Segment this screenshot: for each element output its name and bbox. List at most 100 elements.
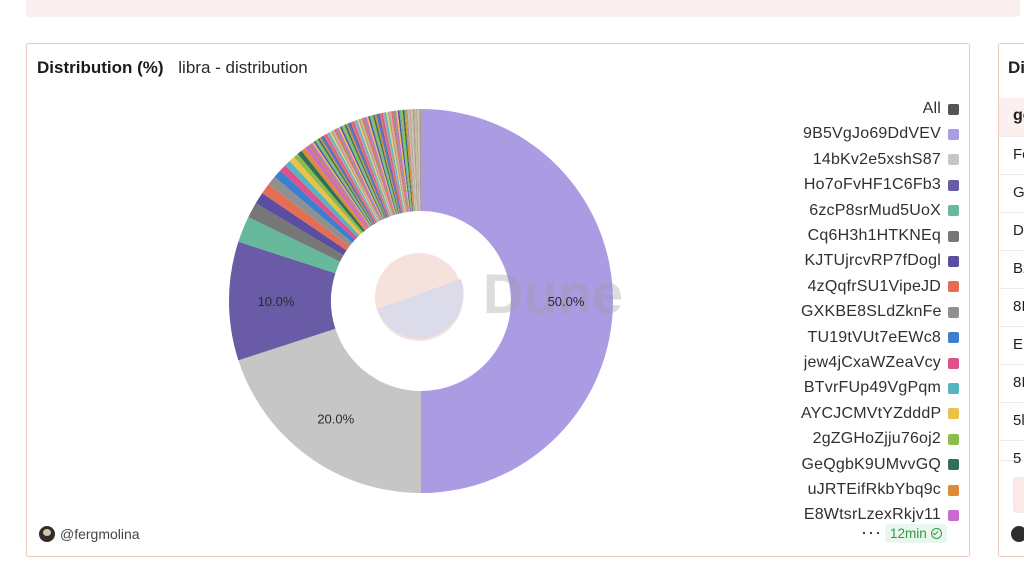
author-credit[interactable]: @fergmolina	[39, 526, 140, 542]
legend-item[interactable]: KJTUjrcvRP7fDogl	[727, 250, 959, 272]
side-table-row[interactable]: 5l	[999, 402, 1024, 441]
pie-slice-small[interactable]	[374, 114, 400, 214]
pie-slice-small[interactable]	[402, 109, 414, 212]
side-table-row[interactable]: Gj	[999, 174, 1024, 213]
side-table-header[interactable]: ge	[999, 98, 1024, 137]
pie-slice-6[interactable]	[255, 193, 347, 256]
legend-item[interactable]: 4zQqfrSU1VipeJD	[727, 276, 959, 298]
pie-slice-11[interactable]	[285, 161, 360, 238]
pie-slice-small[interactable]	[381, 112, 404, 213]
pie-slice-small[interactable]	[316, 139, 373, 226]
pie-slice-small[interactable]	[320, 136, 375, 225]
legend-item[interactable]: uJRTEifRkbYbq9c	[727, 479, 959, 501]
legend-item[interactable]: jew4jCxaWZeaVcy	[727, 352, 959, 374]
legend-item[interactable]: AYCJCMVtYZdddP	[727, 403, 959, 425]
pie-slice-small[interactable]	[349, 122, 389, 218]
pie-slice-small[interactable]	[313, 140, 372, 227]
pie-slice-5[interactable]	[248, 203, 344, 262]
pie-slice-small[interactable]	[371, 115, 399, 215]
pie-slice-small[interactable]	[308, 144, 369, 229]
legend-item[interactable]: GeQgbK9UMvvGQ	[727, 454, 959, 476]
pie-slice-small[interactable]	[350, 121, 389, 218]
side-table-row[interactable]: De	[999, 212, 1024, 251]
pie-slice-small[interactable]	[323, 134, 376, 224]
pie-slice-small[interactable]	[390, 111, 408, 213]
pie-slice-small[interactable]	[358, 118, 393, 216]
pie-slice-small[interactable]	[319, 137, 374, 225]
side-table-row[interactable]: 8I	[999, 364, 1024, 403]
side-table-row[interactable]: 8I	[999, 288, 1024, 327]
pie-slice-small[interactable]	[322, 135, 376, 224]
pie-slice-small[interactable]	[372, 114, 400, 214]
pie-slice-small[interactable]	[417, 109, 421, 212]
pie-slice-4[interactable]	[238, 217, 341, 274]
pie-slice-small[interactable]	[414, 109, 419, 212]
pie-slice-2[interactable]	[238, 328, 421, 493]
pie-slice-16[interactable]	[305, 145, 369, 230]
pie-slice-small[interactable]	[353, 120, 391, 217]
pie-slice-small[interactable]	[369, 115, 398, 215]
more-options-icon[interactable]: ···	[861, 522, 882, 542]
side-table-row[interactable]: Bz	[999, 250, 1024, 289]
pie-slice-small[interactable]	[327, 132, 379, 223]
legend-item[interactable]: BTvrFUp49VgPqm	[727, 377, 959, 399]
legend-item[interactable]: TU19tVUt7eEWc8	[727, 327, 959, 349]
pie-slice-small[interactable]	[341, 125, 385, 220]
pie-slice-small[interactable]	[317, 138, 374, 226]
pie-slice-small[interactable]	[329, 131, 379, 222]
pie-slice-small[interactable]	[397, 110, 411, 212]
pie-slice-7[interactable]	[262, 184, 350, 251]
pie-slice-small[interactable]	[338, 126, 383, 220]
side-table-row[interactable]: 5	[999, 440, 1024, 467]
pie-slice-10[interactable]	[280, 165, 358, 240]
side-card-pagination[interactable]	[1013, 477, 1024, 513]
pie-slice-small[interactable]	[309, 143, 370, 228]
pie-slice-small[interactable]	[404, 109, 414, 212]
pie-slice-small[interactable]	[400, 109, 413, 212]
pie-slice-small[interactable]	[419, 109, 421, 212]
pie-slice-small[interactable]	[335, 128, 382, 221]
pie-slice-3[interactable]	[229, 241, 336, 361]
pie-slice-small[interactable]	[360, 118, 394, 216]
pie-slice-small[interactable]	[312, 141, 371, 227]
pie-slice-small[interactable]	[366, 116, 397, 215]
legend-item[interactable]: E8WtsrLzexRkjv11	[727, 504, 959, 522]
pie-slice-small[interactable]	[325, 133, 377, 224]
pie-slice-13[interactable]	[294, 153, 364, 234]
legend-item[interactable]: 9B5VgJo69DdVEV	[727, 123, 959, 145]
pie-slice-small[interactable]	[310, 142, 371, 228]
pie-slice-small[interactable]	[342, 124, 386, 219]
legend-item[interactable]: Cq6H3h1HTKNEq	[727, 225, 959, 247]
pie-slice-small[interactable]	[379, 113, 403, 214]
pie-slice-small[interactable]	[364, 116, 396, 215]
pie-slice-small[interactable]	[382, 112, 404, 213]
pie-slice-small[interactable]	[363, 117, 395, 216]
side-table-row[interactable]: Fe	[999, 136, 1024, 175]
pie-slice-small[interactable]	[405, 109, 415, 212]
legend-item[interactable]: 14bKv2e5xshS87	[727, 149, 959, 171]
pie-slice-small[interactable]	[315, 139, 372, 226]
pie-slice-small[interactable]	[368, 115, 397, 215]
pie-slice-1[interactable]	[421, 109, 613, 493]
legend-item[interactable]: 2gZGHoZjju76oj2	[727, 428, 959, 450]
legend-item-all[interactable]: All	[727, 98, 959, 120]
legend-item[interactable]: Ho7oFvHF1C6Fb3	[727, 174, 959, 196]
pie-slice-small[interactable]	[356, 119, 392, 217]
pie-slice-14[interactable]	[297, 150, 365, 233]
pie-slice-small[interactable]	[395, 110, 411, 212]
pie-slice-small[interactable]	[392, 110, 409, 212]
pie-slice-small[interactable]	[376, 113, 401, 214]
pie-slice-small[interactable]	[387, 111, 407, 213]
legend-item[interactable]: GXKBE8SLdZknFe	[727, 301, 959, 323]
pie-slice-small[interactable]	[407, 109, 416, 212]
pie-slice-small[interactable]	[344, 124, 386, 219]
pie-slice-small[interactable]	[352, 121, 390, 217]
pie-slice-small[interactable]	[345, 123, 387, 219]
pie-slice-8[interactable]	[268, 176, 353, 247]
pie-slice-small[interactable]	[333, 129, 381, 221]
pie-slice-small[interactable]	[386, 111, 406, 213]
pie-slice-small[interactable]	[361, 117, 394, 216]
pie-slice-small[interactable]	[384, 112, 405, 213]
pie-slice-small[interactable]	[399, 110, 412, 212]
legend-item[interactable]: 6zcP8srMud5UoX	[727, 200, 959, 222]
